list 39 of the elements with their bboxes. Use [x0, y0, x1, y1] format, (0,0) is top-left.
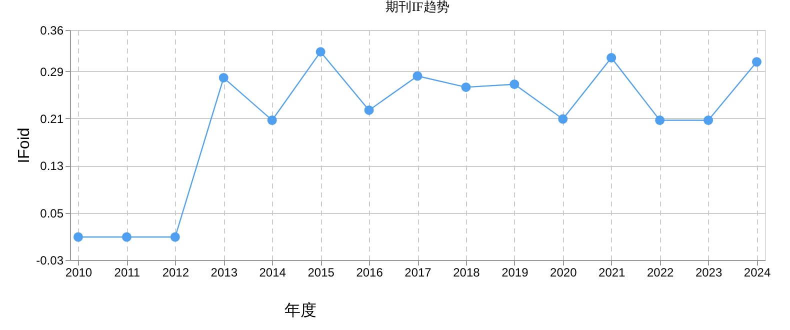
y-tick-label: 0.13: [40, 159, 64, 174]
x-tick-label: 2022: [646, 266, 674, 280]
chart-title: 期刊IF趋势: [386, 0, 450, 14]
y-tick-label: 0.21: [40, 112, 64, 126]
point: [752, 57, 762, 67]
x-tick-label: 2024: [744, 266, 771, 280]
x-tick-label: 2019: [502, 266, 529, 280]
point: [267, 115, 277, 125]
point: [364, 105, 374, 115]
y-tick-label: 0.29: [40, 64, 64, 79]
point: [316, 47, 326, 57]
x-tick-label: 2014: [259, 266, 286, 280]
y-axis-title: IFoid: [16, 128, 34, 164]
point: [655, 115, 665, 125]
y-tick-label: 0.05: [40, 206, 64, 220]
x-tick-label: 2011: [114, 266, 140, 280]
x-tick-label: 2017: [404, 266, 432, 280]
x-tick-label: 2013: [210, 266, 238, 280]
x-tick-label: 2023: [695, 266, 722, 280]
x-tick-label: 2016: [356, 266, 384, 280]
point: [170, 232, 180, 242]
x-axis-title: 年度: [284, 302, 316, 320]
point: [606, 52, 616, 62]
x-tick-label: 2021: [598, 266, 626, 280]
point: [704, 115, 714, 125]
point: [558, 114, 568, 124]
x-tick-label: 2012: [162, 266, 190, 280]
x-tick-label: 2018: [453, 266, 480, 280]
point: [461, 82, 471, 92]
point: [510, 80, 520, 89]
x-tick-label: 2015: [308, 266, 335, 280]
x-tick-label: 2020: [550, 266, 578, 280]
point: [73, 232, 83, 242]
point: [218, 73, 228, 83]
point: [122, 232, 132, 242]
point: [412, 71, 422, 81]
y-tick-label: -0.03: [36, 254, 64, 268]
y-tick-label: 0.36: [40, 24, 64, 38]
x-tick-label: 2010: [65, 266, 92, 280]
